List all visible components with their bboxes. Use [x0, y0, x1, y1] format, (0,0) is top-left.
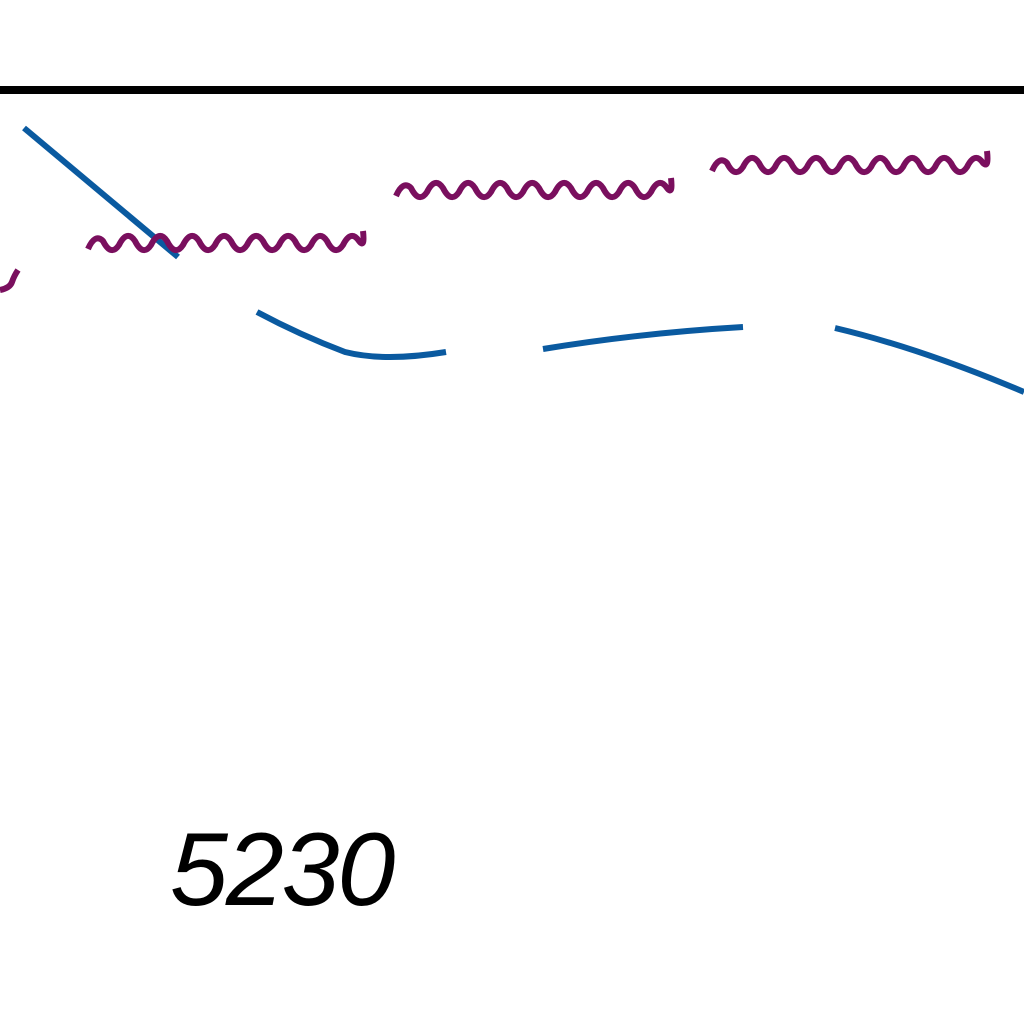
wavy-line-fragment: [0, 268, 21, 293]
wavy-line-segment-1: [85, 230, 367, 254]
blue-diagonal-line: [22, 125, 180, 260]
map-label: 5230: [170, 812, 395, 928]
wavy-line-segment-2: [393, 177, 675, 201]
dashed-line-segment-2: [542, 324, 744, 352]
wavy-line-segment-3: [709, 150, 991, 176]
dashed-line-segment-1: [255, 309, 447, 360]
dashed-line-segment-3: [834, 325, 1024, 395]
